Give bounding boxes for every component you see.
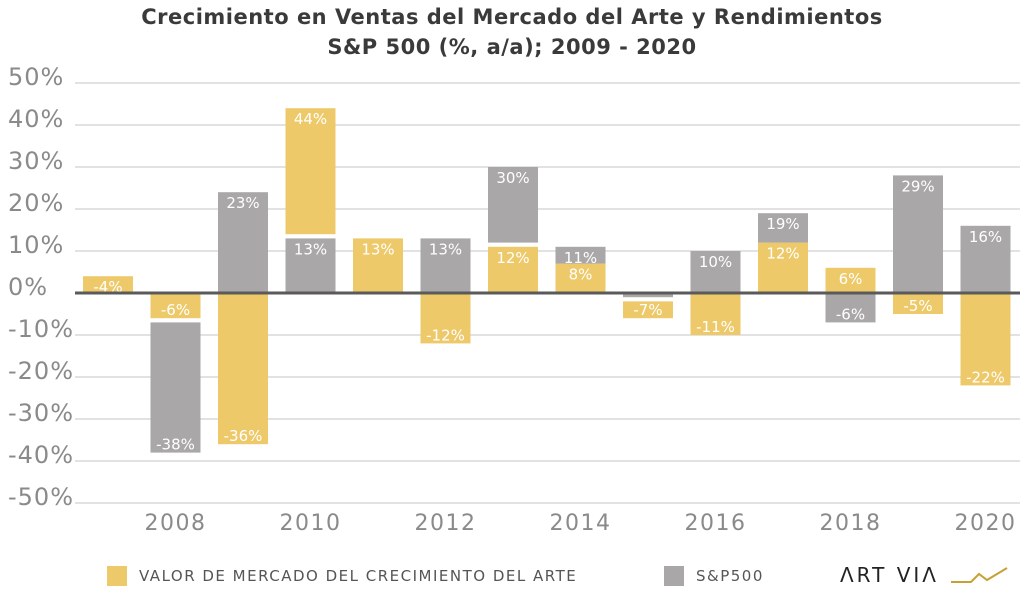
bar-sp500-2015 bbox=[623, 293, 673, 298]
y-tick-label: -30% bbox=[8, 399, 74, 427]
y-tick-label: 20% bbox=[8, 189, 64, 217]
bar-sp500-2020 bbox=[960, 225, 1011, 293]
data-label-art-2015: -7% bbox=[633, 301, 662, 319]
legend-swatch-sp500 bbox=[664, 566, 684, 586]
x-tick-label: 2012 bbox=[415, 511, 477, 536]
y-tick-label: 40% bbox=[8, 105, 64, 133]
data-label-art-2008: -6% bbox=[161, 301, 190, 319]
y-tick-label: -20% bbox=[8, 357, 74, 385]
bar-art-2012 bbox=[420, 293, 471, 344]
data-label-sp500-2014: 11% bbox=[564, 249, 597, 267]
data-label-art-2010: 44% bbox=[294, 110, 327, 128]
x-tick-label: 2018 bbox=[820, 511, 882, 536]
data-label-art-2013: 12% bbox=[496, 249, 529, 267]
bar-art-2016 bbox=[690, 293, 741, 335]
bar-art-2008 bbox=[150, 293, 201, 319]
data-label-art-2020: -22% bbox=[966, 368, 1005, 386]
y-tick-label: 50% bbox=[8, 63, 64, 91]
data-label-sp500-2012: 13% bbox=[429, 240, 462, 258]
data-label-sp500-2018: -6% bbox=[836, 305, 865, 323]
legend-sp500: S&P500 bbox=[664, 566, 764, 586]
bar-sp500-2009 bbox=[218, 192, 268, 293]
y-tick-label: -50% bbox=[8, 483, 74, 511]
logo-zigzag-icon bbox=[950, 567, 1008, 583]
bar-sp500-2013 bbox=[488, 167, 538, 243]
bar-art-2010 bbox=[285, 108, 336, 235]
data-label-sp500-2010: 13% bbox=[294, 240, 327, 258]
legend-swatch-art bbox=[107, 566, 127, 586]
data-label-art-2016: -11% bbox=[696, 318, 735, 336]
bar-art-2018 bbox=[825, 267, 876, 293]
bar-sp500-2017 bbox=[758, 213, 808, 243]
bar-sp500-2018 bbox=[825, 293, 876, 323]
data-label-sp500-2020: 16% bbox=[969, 228, 1002, 246]
bar-art-2020 bbox=[960, 293, 1011, 386]
data-label-sp500-2016: 10% bbox=[699, 253, 732, 271]
data-label-art-2014: 8% bbox=[569, 266, 593, 284]
y-tick-label: -40% bbox=[8, 441, 74, 469]
bar-art-2013 bbox=[488, 246, 538, 293]
title-line-1: Crecimiento en Ventas del Mercado del Ar… bbox=[141, 5, 883, 29]
y-tick-label: 0% bbox=[8, 273, 48, 301]
bar-art-2007 bbox=[83, 276, 133, 293]
bar-sp500-2016 bbox=[690, 251, 741, 293]
legend-label-art: VALOR DE MERCADO DEL CRECIMIENTO DEL ART… bbox=[139, 567, 578, 585]
title-line-2: S&P 500 (%, a/a); 2009 - 2020 bbox=[327, 35, 697, 59]
data-label-sp500-2009: 23% bbox=[226, 194, 259, 212]
data-label-sp500-2017: 19% bbox=[766, 215, 799, 233]
bar-sp500-2014 bbox=[555, 246, 606, 264]
bar-art-2015 bbox=[623, 301, 673, 319]
bar-art-2017 bbox=[758, 242, 808, 293]
bar-art-2014 bbox=[555, 263, 606, 293]
x-tick-label: 2010 bbox=[280, 511, 342, 536]
y-tick-label: 30% bbox=[8, 147, 64, 175]
y-tick-label: 10% bbox=[8, 231, 64, 259]
bar-art-2019 bbox=[893, 293, 943, 314]
legend-label-sp500: S&P500 bbox=[696, 567, 764, 585]
artvia-logo: ΛRT VIΛ bbox=[840, 563, 1009, 587]
bar-art-2011 bbox=[353, 238, 403, 293]
x-tick-label: 2020 bbox=[955, 511, 1017, 536]
x-tick-label: 2016 bbox=[685, 511, 747, 536]
x-tick-label: 2008 bbox=[145, 511, 207, 536]
data-label-art-2009: -36% bbox=[224, 427, 263, 445]
bar-art-2009 bbox=[218, 293, 268, 445]
data-label-sp500-2008: -38% bbox=[156, 436, 195, 454]
data-label-art-2017: 12% bbox=[766, 245, 799, 263]
bar-sp500-2012 bbox=[420, 238, 471, 293]
data-label-art-2012: -12% bbox=[426, 326, 465, 344]
legend-art: VALOR DE MERCADO DEL CRECIMIENTO DEL ART… bbox=[107, 566, 577, 586]
chart-area: 50% 40% 30% 20% 10% 0% -10% -20% -30% -40% -50% 200… bbox=[8, 63, 1020, 536]
data-label-art-2019: -5% bbox=[903, 297, 932, 315]
data-label-art-2011: 13% bbox=[361, 240, 394, 258]
data-label-art-2018: 6% bbox=[839, 270, 863, 288]
y-tick-label: -10% bbox=[8, 315, 74, 343]
chart-title: Crecimiento en Ventas del Mercado del Ar… bbox=[0, 2, 1024, 62]
x-tick-label: 2014 bbox=[550, 511, 612, 536]
data-label-sp500-2019: 29% bbox=[901, 177, 934, 195]
bar-sp500-2008 bbox=[150, 322, 201, 453]
bar-sp500-2010 bbox=[285, 238, 336, 293]
data-label-sp500-2013: 30% bbox=[496, 169, 529, 187]
bar-sp500-2019 bbox=[893, 175, 943, 293]
